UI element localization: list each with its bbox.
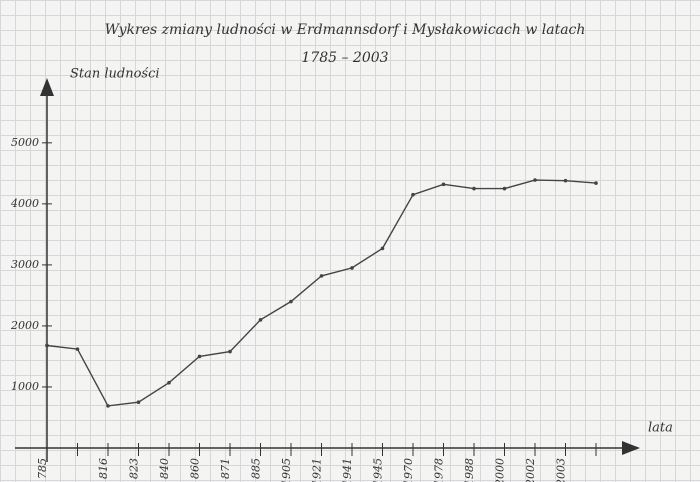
y-tick-label: 1000: [11, 380, 39, 393]
data-line: [46, 179, 597, 407]
y-tick-label: 3000: [11, 258, 39, 271]
x-tick-label: 2000: [494, 458, 507, 482]
x-tick-label: 840: [158, 458, 171, 479]
data-point: [75, 347, 80, 351]
x-tick-label: 816: [97, 458, 110, 479]
data-point: [289, 299, 293, 304]
x-tick-label: 1921: [311, 458, 324, 482]
x-axis-arrow: [622, 441, 640, 455]
data-point: [502, 186, 507, 191]
data-point: [319, 274, 324, 278]
data-point: [563, 178, 568, 183]
data-point: [472, 186, 476, 191]
data-point: [197, 354, 202, 359]
y-tick-label: 4000: [10, 197, 39, 210]
x-tick-label: 1978: [433, 458, 446, 482]
data-point: [594, 181, 598, 185]
y-tick-label: 2000: [10, 319, 39, 332]
data-point: [533, 178, 537, 182]
x-tick-label: 1970: [402, 458, 415, 482]
y-tick-label: 5000: [11, 136, 39, 149]
x-tick-label: 1905: [280, 458, 293, 482]
x-tick-label: 1945: [372, 458, 385, 482]
data-point: [167, 380, 171, 385]
data-point: [411, 192, 415, 197]
x-tick-label: 2002: [524, 458, 537, 482]
x-tick-label: 1988: [463, 458, 476, 482]
data-point: [136, 400, 141, 405]
x-tick-label: 2003: [555, 458, 568, 482]
x-tick-label: 1941: [341, 458, 354, 482]
x-tick-label: 860: [189, 458, 202, 479]
data-point: [106, 404, 110, 408]
chart-subtitle: 1785 – 2003: [301, 50, 388, 66]
x-tick-label: 823: [128, 458, 141, 479]
x-tick-label: 871: [219, 458, 232, 479]
x-tick-label: 785: [36, 458, 49, 479]
y-axis-arrow: [40, 78, 54, 96]
data-point: [258, 318, 263, 322]
data-point: [380, 246, 385, 251]
chart-title: Wykres zmiany ludności w Erdmannsdorf i …: [105, 22, 586, 38]
data-point: [228, 349, 232, 354]
x-tick-label: 885: [250, 458, 263, 479]
x-axis-label: lata: [648, 421, 673, 436]
data-point: [350, 266, 354, 270]
y-axis-label: Stan ludności: [70, 67, 160, 82]
data-point: [441, 182, 446, 187]
data-point: [45, 343, 49, 348]
